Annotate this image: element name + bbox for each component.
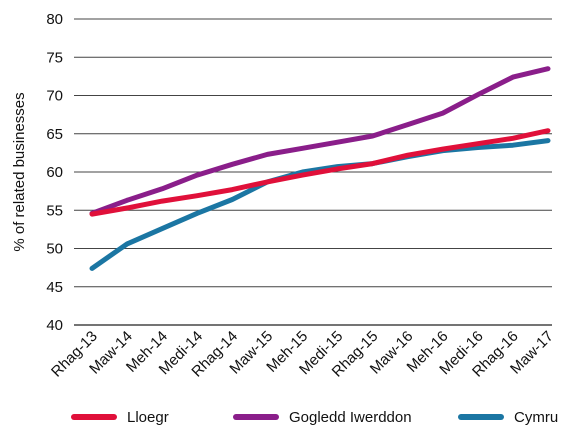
y-tick-label: 50 [46,241,63,258]
series-line-cymru [89,138,551,271]
legend: Lloegr Gogledd Iwerddon Cymru [71,409,558,426]
y-axis-title: % of related businesses [11,92,28,251]
y-tick-label: 55 [46,202,63,219]
y-tick-label: 65 [46,126,63,143]
x-axis-ticks: Rhag-13Maw-14Meh-14Medi-14Rhag-14Maw-15M… [48,328,557,381]
y-tick-label: 70 [46,88,63,105]
y-tick-label: 80 [46,11,63,28]
y-tick-label: 45 [46,279,63,296]
legend-label: Lloegr [127,409,169,426]
series-lines [89,66,551,271]
y-tick-label: 75 [46,49,63,66]
legend-label: Cymru [514,409,558,426]
series-line-lloegr [89,128,551,217]
y-tick-label: 40 [46,317,63,334]
y-axis-ticks: 40 45 50 55 60 65 70 75 80 [46,11,63,334]
series-line-gogledd-iwerddon [89,66,551,216]
legend-label: Gogledd Iwerddon [289,409,412,426]
y-tick-label: 60 [46,164,63,181]
